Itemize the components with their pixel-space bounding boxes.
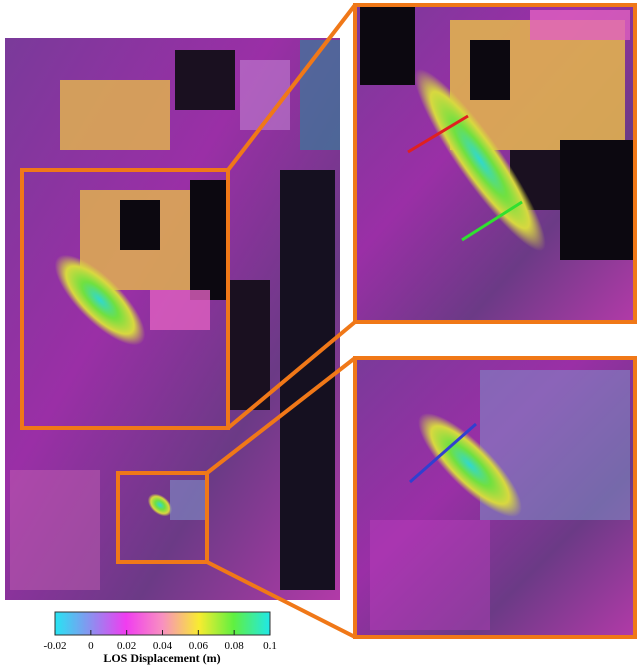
tick-label: 0.06 (189, 640, 209, 652)
tick-label: 0.08 (225, 640, 245, 652)
tick-label: 0.1 (263, 640, 277, 652)
overview-map (5, 38, 340, 600)
colorbar-label: LOS Displacement (m) (103, 651, 220, 665)
tick-label: 0.02 (117, 640, 136, 652)
tick-label: 0.04 (153, 640, 173, 652)
colorbar: LOS Displacement (m) -0.02 0 0.02 0.04 0.06 0… (44, 612, 277, 665)
tick-label: 0 (88, 640, 94, 652)
figure: LOS Displacement (m) -0.02 0 0.02 0.04 0.06 0… (0, 0, 637, 670)
zoom-panel-top (355, 5, 635, 322)
tick-label: -0.02 (44, 640, 67, 652)
zoom-panel-bottom (355, 358, 635, 637)
